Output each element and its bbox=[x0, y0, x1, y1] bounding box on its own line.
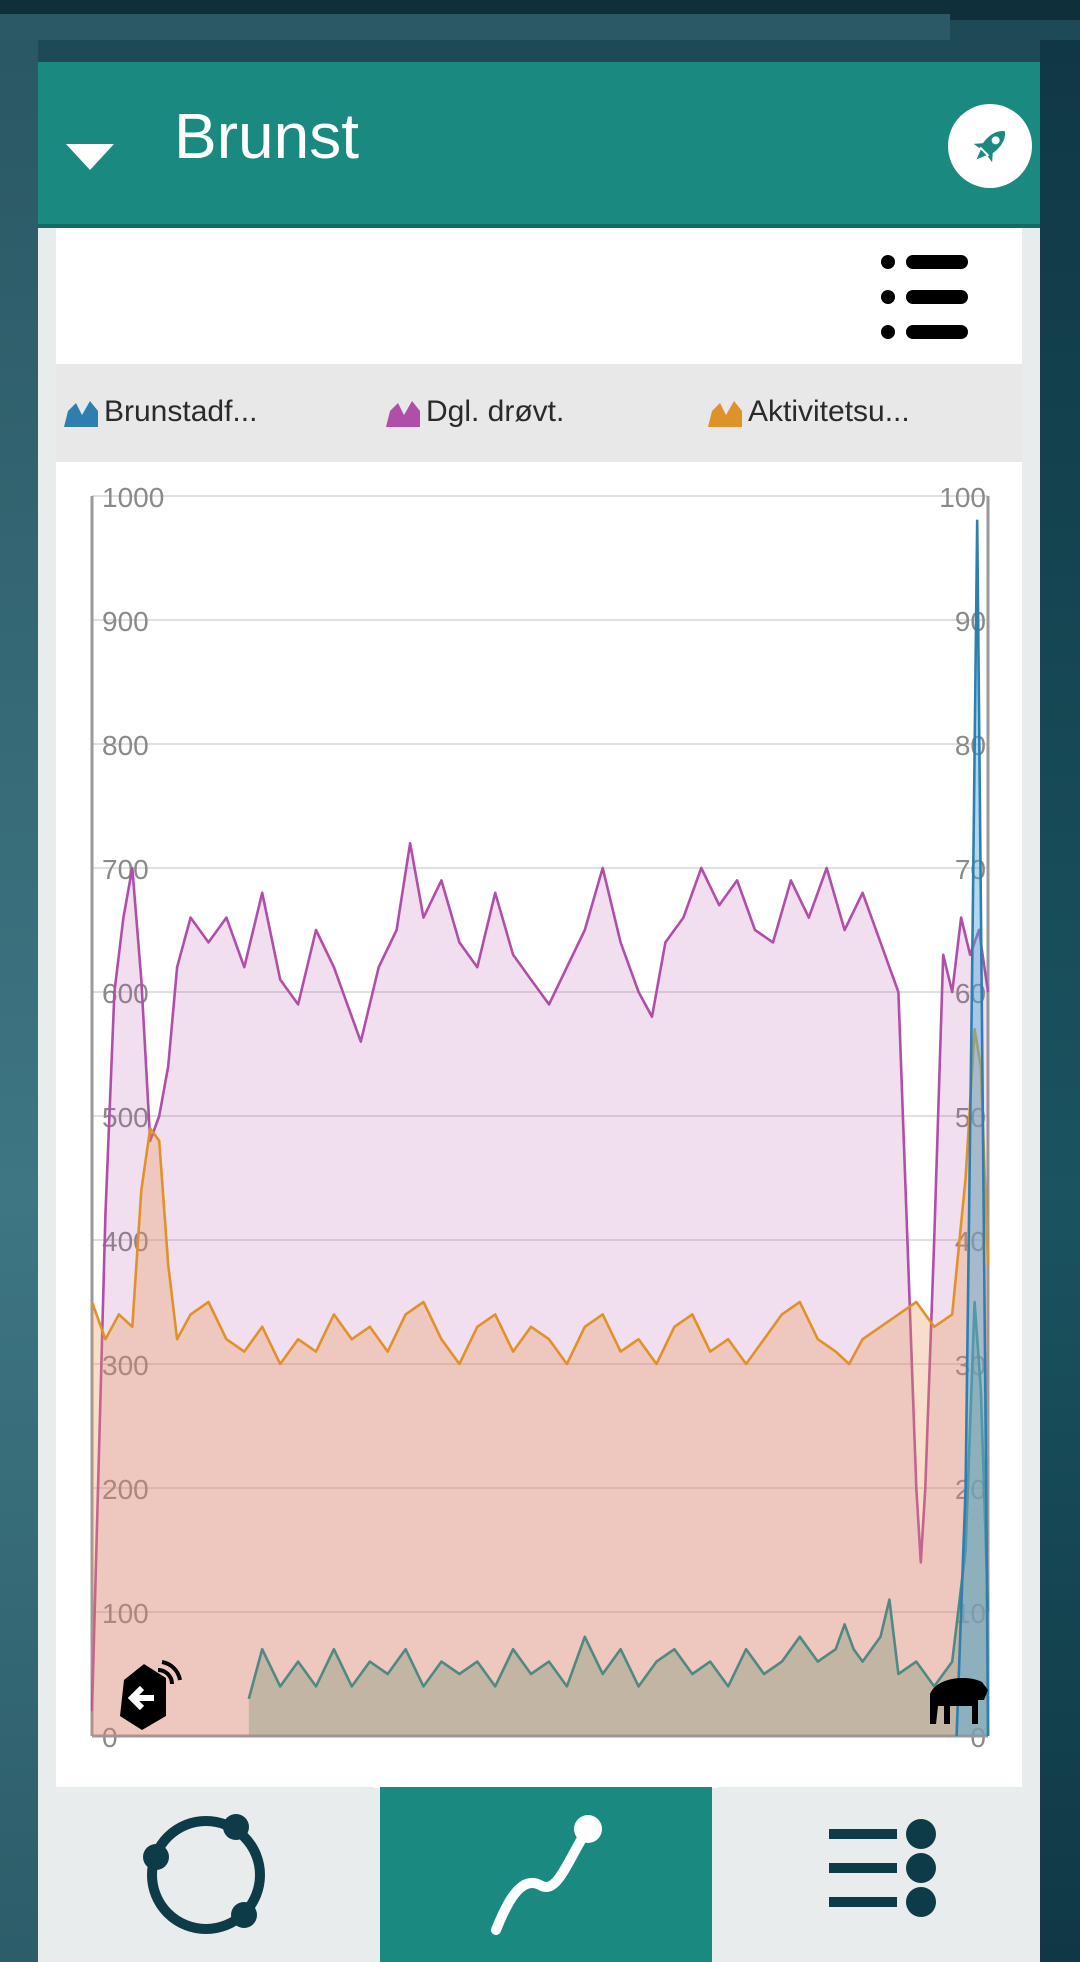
area-series-icon bbox=[708, 401, 742, 427]
y-tick-label-right: 80 bbox=[955, 730, 986, 761]
area-series-icon bbox=[386, 401, 420, 427]
cattle-icon bbox=[930, 1678, 988, 1724]
chart-area[interactable]: 0100200300400500600700800900100001020304… bbox=[56, 470, 1022, 1770]
background-strip bbox=[0, 14, 950, 40]
y-tick-label-left: 900 bbox=[102, 606, 149, 637]
y-tick-label-left: 100 bbox=[102, 1598, 149, 1629]
y-tick-label-left: 700 bbox=[102, 854, 149, 885]
y-tick-label-right: 90 bbox=[955, 606, 986, 637]
legend-menu-button[interactable] bbox=[876, 252, 972, 342]
y-tick-label-left: 300 bbox=[102, 1350, 149, 1381]
sensor-back-icon bbox=[120, 1660, 182, 1730]
series-area-1 bbox=[92, 1029, 988, 1736]
rocket-button[interactable] bbox=[948, 104, 1032, 188]
app-header: Brunst bbox=[38, 62, 1040, 228]
y-tick-label-left: 200 bbox=[102, 1474, 149, 1505]
background-edge bbox=[1040, 40, 1080, 1962]
legend-item-dgl-drovt[interactable]: Dgl. drøvt. bbox=[386, 392, 564, 432]
nav-list-button[interactable] bbox=[718, 1787, 1040, 1962]
rocket-icon bbox=[973, 131, 1005, 163]
chart-card bbox=[56, 228, 1022, 1788]
cycle-icon bbox=[143, 1813, 265, 1934]
nav-cycle-button[interactable] bbox=[38, 1787, 374, 1962]
legend-item-brunstadf[interactable]: Brunstadf... bbox=[64, 392, 257, 432]
legend-label: Dgl. drøvt. bbox=[426, 395, 565, 428]
nav-graph-button[interactable] bbox=[380, 1787, 712, 1962]
area-chart[interactable]: 0100200300400500600700800900100001020304… bbox=[56, 470, 1022, 1770]
background-edge bbox=[0, 40, 38, 1962]
y-tick-label-left: 1000 bbox=[102, 482, 164, 513]
graph-icon bbox=[491, 1814, 602, 1935]
area-series-icon bbox=[64, 401, 98, 427]
list-menu-icon bbox=[881, 255, 968, 339]
legend-label: Brunstadf... bbox=[104, 395, 258, 428]
legend-item-aktivitetsu[interactable]: Aktivitetsu... bbox=[708, 392, 910, 432]
bottom-navigation bbox=[38, 1787, 1040, 1962]
page-title: Brunst bbox=[174, 100, 359, 172]
y-tick-label-left: 400 bbox=[102, 1226, 149, 1257]
series-area-0 bbox=[92, 843, 988, 1736]
legend-label: Aktivitetsu... bbox=[748, 395, 910, 428]
series-line-0 bbox=[90, 841, 990, 1712]
y-tick-label-right: 100 bbox=[939, 482, 986, 513]
y-tick-label-left: 800 bbox=[102, 730, 149, 761]
series-area-3 bbox=[956, 520, 988, 1736]
y-tick-label-right: 20 bbox=[955, 1474, 986, 1505]
list-icon bbox=[829, 1818, 936, 1917]
chart-legend: Brunstadf... Dgl. drøvt. Aktivitetsu... bbox=[56, 364, 1022, 462]
dropdown-caret-icon[interactable] bbox=[66, 144, 114, 170]
series-area-2 bbox=[248, 1302, 989, 1736]
